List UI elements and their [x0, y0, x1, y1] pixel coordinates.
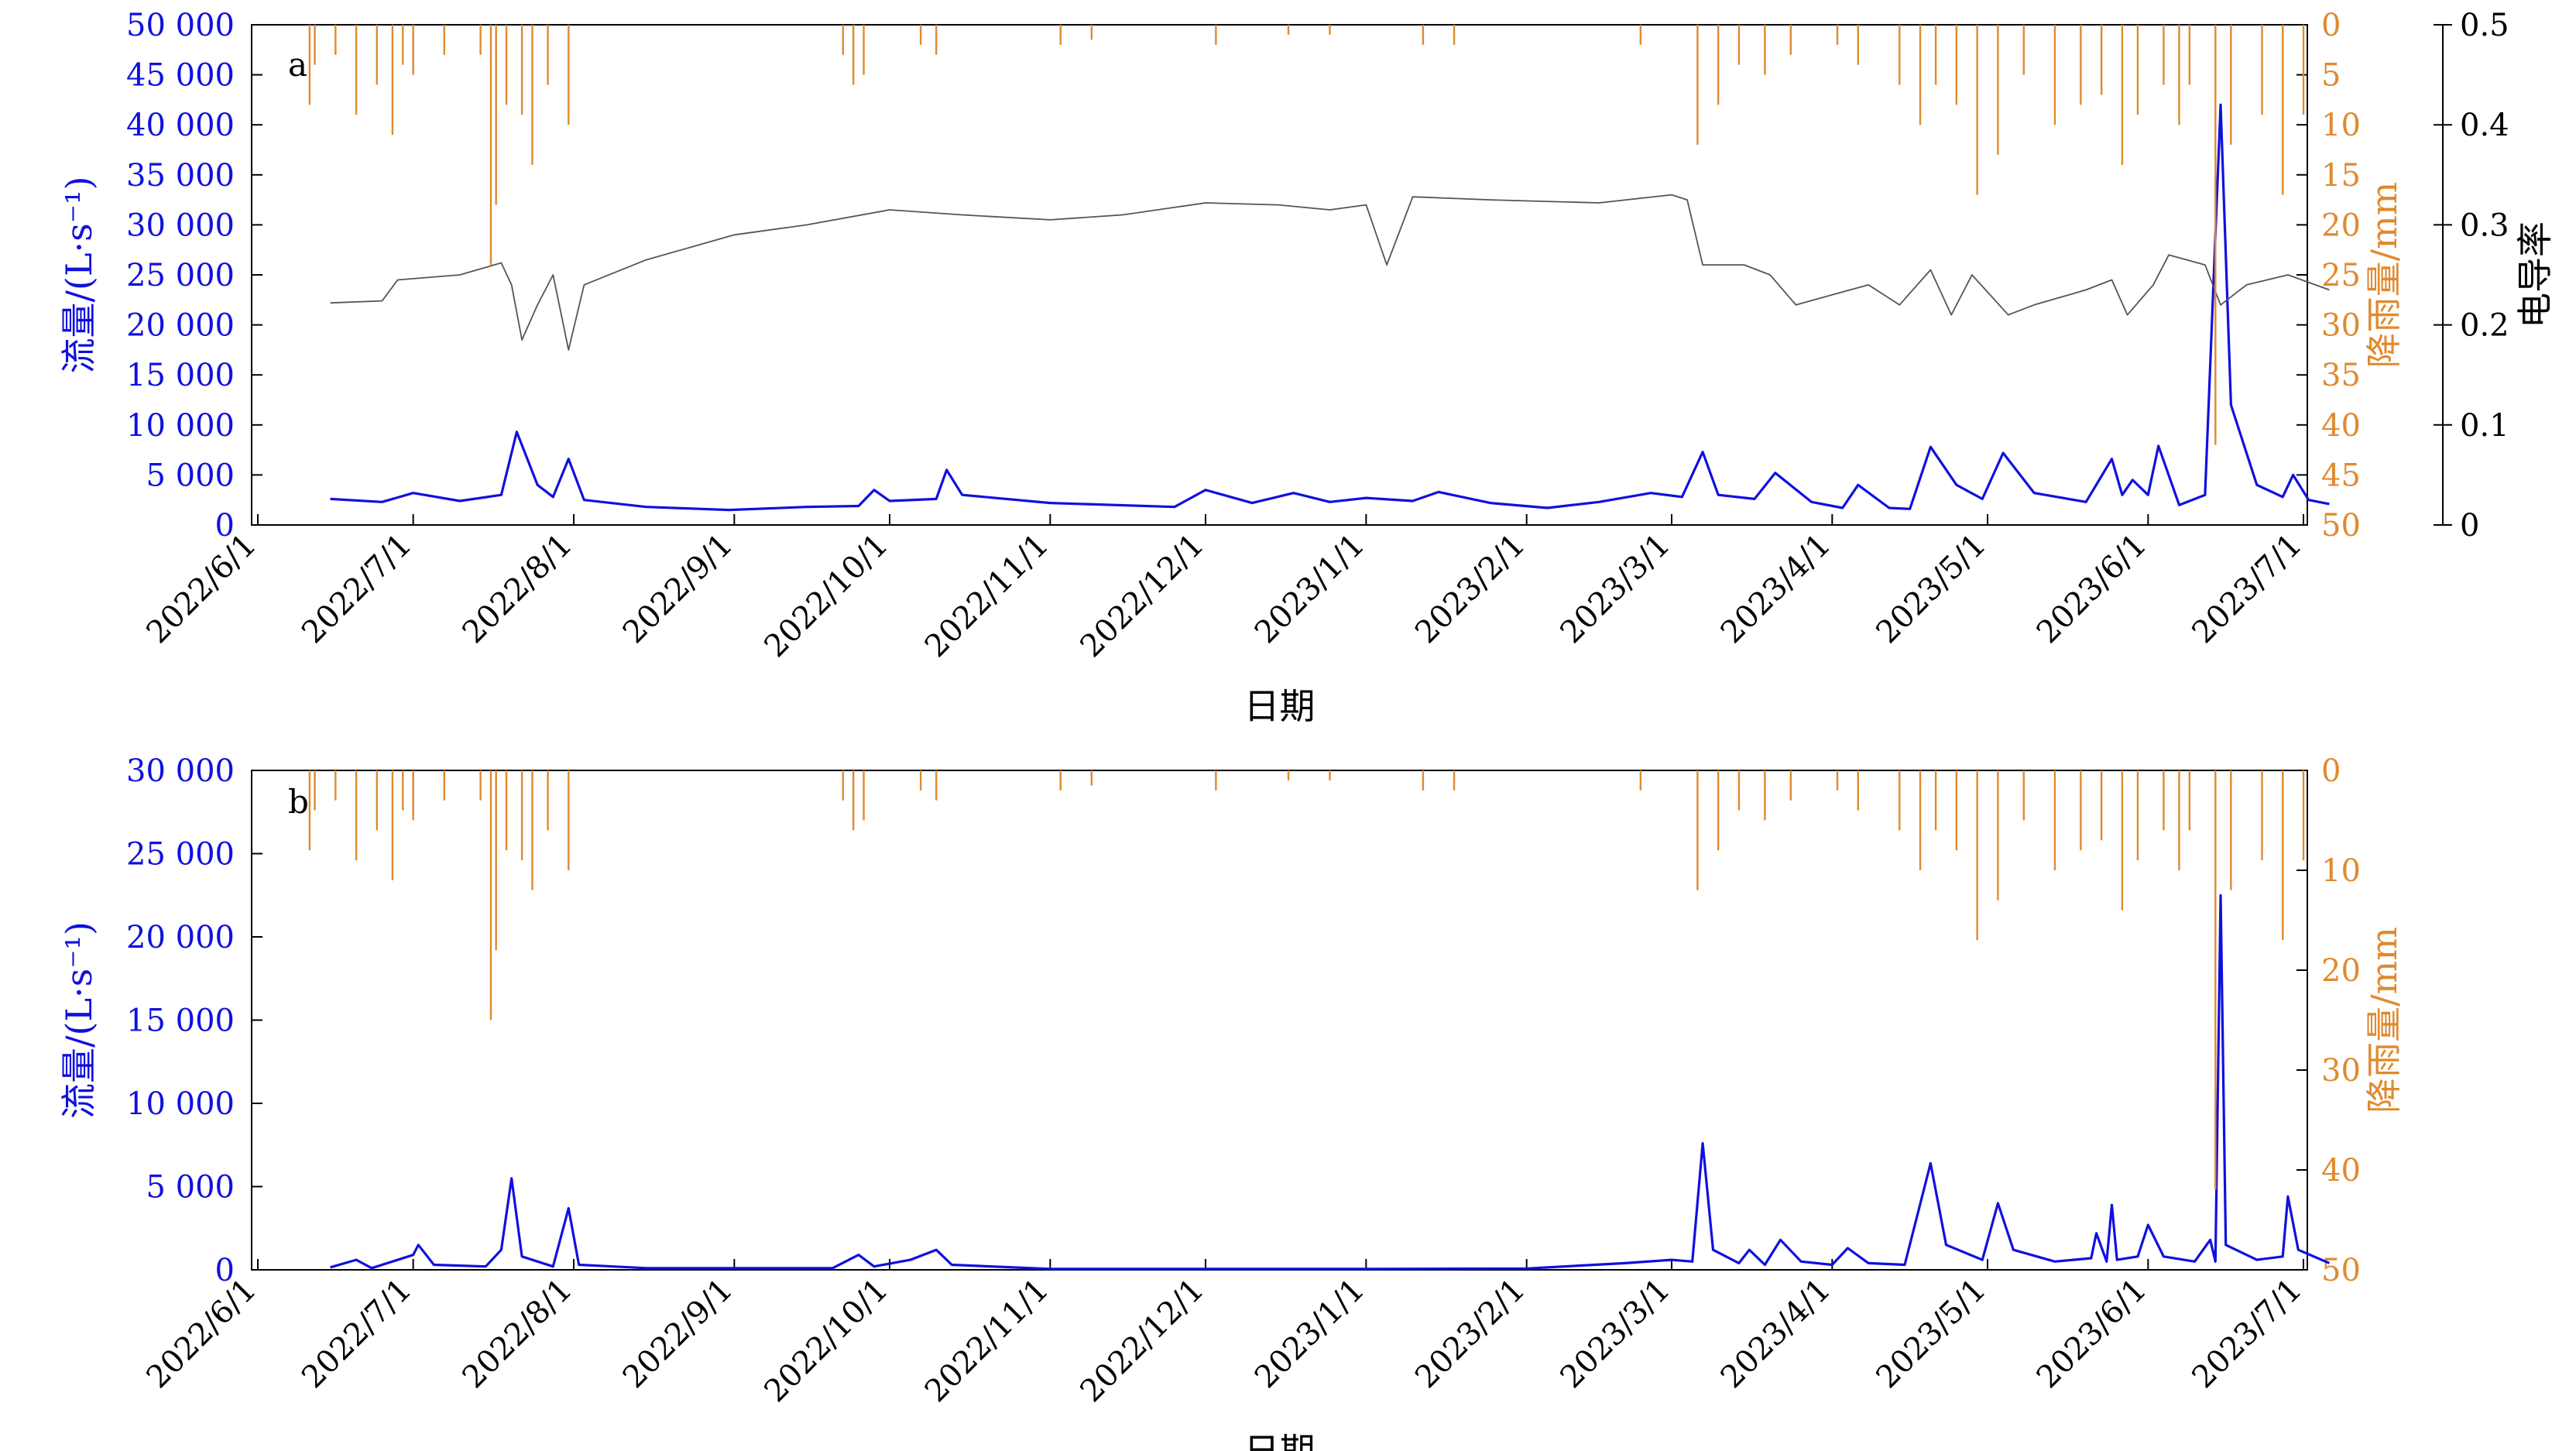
- y2-tick-label: 50: [2321, 508, 2361, 544]
- x-tick-label: 2022/12/1: [1074, 1272, 1212, 1410]
- y2-tick-label: 15: [2321, 158, 2361, 194]
- x-tick-label: 2022/6/1: [140, 527, 264, 651]
- y-tick-label: 35 000: [126, 158, 235, 194]
- y2-tick-label: 0: [2321, 753, 2341, 789]
- y-tick-label: 30 000: [126, 208, 235, 243]
- y-axis-label: 流量/(L·s⁻¹): [58, 921, 100, 1119]
- x-tick-label: 2023/6/1: [2030, 527, 2154, 651]
- y-tick-label: 5 000: [146, 458, 235, 493]
- y2-tick-label: 40: [2321, 1153, 2361, 1189]
- x-tick-label: 2022/9/1: [616, 527, 740, 651]
- x-tick-label: 2023/5/1: [1870, 1272, 1994, 1396]
- x-tick-label: 2023/2/1: [1408, 1272, 1532, 1396]
- y2-tick-label: 30: [2321, 1053, 2361, 1089]
- y-tick-label: 5 000: [146, 1170, 235, 1206]
- conductivity-line: [330, 194, 2330, 351]
- y2-tick-label: 45: [2321, 458, 2361, 493]
- chart-panel-b: b 2022/6/1 2022/7/1 2022/8/1 2022/9/1 2022/10…: [58, 753, 2405, 1451]
- x-tick-label: 2022/7/1: [295, 527, 419, 651]
- x-tick-label: 2023/3/1: [1553, 1272, 1677, 1396]
- y2-tick-label: 25: [2321, 258, 2361, 293]
- x-tick-label: 2023/3/1: [1553, 527, 1677, 651]
- y3-tick-label: 0.3: [2460, 208, 2509, 243]
- x-tick-label: 2022/6/1: [140, 1272, 264, 1396]
- y-tick-label: 50 000: [126, 8, 235, 43]
- x-tick-label: 2023/4/1: [1714, 1272, 1838, 1396]
- rain-series: [308, 25, 2305, 445]
- x-tick-label: 2022/8/1: [456, 527, 580, 651]
- y-tick-label: 15 000: [126, 358, 235, 393]
- y2-tick-label: 50: [2321, 1253, 2361, 1288]
- x-tick-label: 2022/12/1: [1074, 527, 1212, 665]
- flow-line: [330, 103, 2330, 512]
- rain-series: [308, 770, 2305, 1190]
- x-tick-label: 2023/6/1: [2030, 1272, 2154, 1396]
- y3-tick-label: 0: [2460, 508, 2479, 544]
- y2-tick-label: 10: [2321, 853, 2361, 889]
- y3-tick-label: 0.4: [2460, 108, 2509, 143]
- x-tick-label: 2023/1/1: [1248, 527, 1372, 651]
- y-tick-label: 20 000: [126, 308, 235, 344]
- y-tick-label: 25 000: [126, 258, 235, 293]
- y3-tick-label: 0.1: [2460, 408, 2509, 444]
- y-tick-label: 10 000: [126, 408, 235, 444]
- x-tick-label: 2022/10/1: [758, 527, 896, 665]
- y2-axis-label: 降雨量/mm: [2363, 182, 2405, 369]
- x-tick-label: 2023/5/1: [1870, 527, 1994, 651]
- x-tick-label: 2022/11/1: [918, 1272, 1056, 1410]
- x-tick-label: 2023/2/1: [1408, 527, 1532, 651]
- y2-tick-label: 40: [2321, 408, 2361, 444]
- panel-label: b: [288, 783, 309, 821]
- y-tick-label: 40 000: [126, 108, 235, 143]
- y2-tick-label: 0: [2321, 8, 2341, 43]
- y-tick-label: 0: [215, 508, 235, 544]
- x-tick-label: 2023/1/1: [1248, 1272, 1372, 1396]
- y2-tick-label: 20: [2321, 208, 2361, 243]
- x-axis-label: 日期: [1244, 1430, 1315, 1451]
- plot-frame: [251, 770, 2308, 1271]
- y3-tick-label: 0.5: [2460, 8, 2509, 43]
- x-tick-label: 2022/9/1: [616, 1272, 740, 1396]
- chart-panel-a: a 2022/6/1 2022/7/1 2022/8/1 2022/9/1 2022/10…: [58, 8, 2556, 727]
- panel-label: a: [288, 46, 307, 84]
- flow-line: [330, 894, 2331, 1271]
- y-tick-label: 45 000: [126, 58, 235, 94]
- y2-tick-label: 35: [2321, 358, 2361, 393]
- x-tick-label: 2023/7/1: [2186, 527, 2310, 651]
- y3-tick-label: 0.2: [2460, 308, 2509, 344]
- y-tick-label: 25 000: [126, 837, 235, 873]
- x-axis-label: 日期: [1244, 685, 1315, 727]
- y3-axis-label: 电导率: [2514, 221, 2556, 328]
- x-tick-label: 2023/7/1: [2186, 1272, 2310, 1396]
- y2-tick-label: 5: [2321, 58, 2341, 94]
- x-tick-label: 2022/7/1: [295, 1272, 419, 1396]
- y2-axis-label: 降雨量/mm: [2363, 927, 2405, 1113]
- y-tick-label: 30 000: [126, 753, 235, 789]
- x-tick-label: 2023/4/1: [1714, 527, 1838, 651]
- y-tick-label: 20 000: [126, 920, 235, 955]
- y-axis-label: 流量/(L·s⁻¹): [58, 177, 100, 374]
- y2-tick-label: 10: [2321, 108, 2361, 143]
- y-tick-label: 10 000: [126, 1086, 235, 1122]
- y2-tick-label: 20: [2321, 953, 2361, 989]
- x-tick-label: 2022/8/1: [456, 1272, 580, 1396]
- plot-frame: [251, 24, 2308, 526]
- x-tick-label: 2022/11/1: [918, 527, 1056, 665]
- y2-tick-label: 30: [2321, 308, 2361, 344]
- x-tick-label: 2022/10/1: [758, 1272, 896, 1410]
- y-tick-label: 0: [215, 1253, 235, 1288]
- y-tick-label: 15 000: [126, 1003, 235, 1039]
